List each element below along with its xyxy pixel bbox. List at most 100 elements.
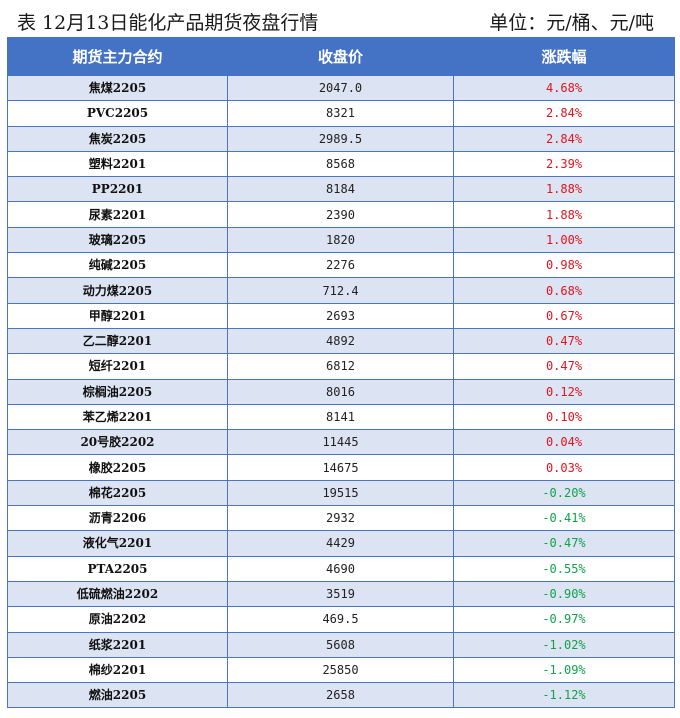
contract-name: 燃油2205: [7, 682, 228, 709]
contract-name: 沥青2206: [7, 505, 228, 532]
close-price: 2932: [227, 505, 454, 532]
change-percent: -0.97%: [453, 606, 675, 633]
close-price: 5608: [227, 631, 454, 658]
close-price: 2276: [227, 252, 454, 279]
close-price: 4690: [227, 555, 454, 582]
table-body: 焦煤2205 2047.0 4.68% PVC2205 8321 2.84% 焦炭2205 2…: [7, 74, 675, 709]
contract-name: 橡胶2205: [7, 454, 228, 481]
header-contract: 期货主力合约: [7, 37, 228, 76]
change-percent: 0.67%: [453, 302, 675, 329]
contract-name: 玻璃2205: [7, 226, 228, 254]
header-close-price: 收盘价: [227, 37, 454, 76]
change-percent: 0.68%: [453, 277, 675, 304]
change-percent: -0.41%: [453, 505, 675, 532]
contract-name: 棉花2205: [7, 479, 228, 507]
contract-name: PTA2205: [7, 555, 228, 582]
close-price: 2047.0: [227, 74, 454, 102]
close-price: 8321: [227, 100, 454, 127]
close-price: 1820: [227, 226, 454, 254]
contract-name: 动力煤2205: [7, 277, 228, 304]
contract-name: 纸浆2201: [7, 631, 228, 658]
table-row: 乙二醇2201 4892 0.47%: [7, 327, 675, 355]
contract-name: 低硫燃油2202: [7, 580, 228, 608]
contract-name: 尿素2201: [7, 201, 228, 228]
change-percent: 2.84%: [453, 125, 675, 152]
contract-name: 原油2202: [7, 606, 228, 633]
table-row: 焦炭2205 2989.5 2.84%: [7, 125, 675, 152]
change-percent: -1.09%: [453, 656, 675, 684]
table-row: 棕榈油2205 8016 0.12%: [7, 378, 675, 405]
close-price: 712.4: [227, 277, 454, 304]
change-percent: -0.90%: [453, 580, 675, 608]
contract-name: 液化气2201: [7, 530, 228, 557]
contract-name: 短纤2201: [7, 353, 228, 380]
change-percent: 0.98%: [453, 252, 675, 279]
close-price: 8184: [227, 176, 454, 203]
change-percent: -0.20%: [453, 479, 675, 507]
change-percent: 1.88%: [453, 201, 675, 228]
contract-name: 塑料2201: [7, 150, 228, 178]
table-row: 橡胶2205 14675 0.03%: [7, 454, 675, 481]
change-percent: 0.47%: [453, 327, 675, 355]
close-price: 11445: [227, 429, 454, 456]
change-percent: 0.04%: [453, 429, 675, 456]
close-price: 8141: [227, 403, 454, 431]
unit-label: 单位：元/桶、元/吨: [489, 12, 654, 34]
futures-table: 期货主力合约 收盘价 涨跌幅 焦煤2205 2047.0 4.68% PVC2205 8…: [7, 37, 675, 709]
contract-name: 棉纱2201: [7, 656, 228, 684]
close-price: 19515: [227, 479, 454, 507]
close-price: 8016: [227, 378, 454, 405]
change-percent: 2.39%: [453, 150, 675, 178]
change-percent: 2.84%: [453, 100, 675, 127]
table-row: 燃油2205 2658 -1.12%: [7, 682, 675, 709]
title-bar: 表 12月13日能化产品期货夜盘行情 单位：元/桶、元/吨: [0, 0, 680, 36]
table-row: PTA2205 4690 -0.55%: [7, 555, 675, 582]
close-price: 8568: [227, 150, 454, 178]
close-price: 4429: [227, 530, 454, 557]
table-row: 焦煤2205 2047.0 4.68%: [7, 74, 675, 102]
change-percent: -1.02%: [453, 631, 675, 658]
close-price: 14675: [227, 454, 454, 481]
contract-name: PVC2205: [7, 100, 228, 127]
table-row: 沥青2206 2932 -0.41%: [7, 505, 675, 532]
change-percent: 4.68%: [453, 74, 675, 102]
table-header: 期货主力合约 收盘价 涨跌幅: [7, 37, 675, 76]
contract-name: 甲醇2201: [7, 302, 228, 329]
table-row: PVC2205 8321 2.84%: [7, 100, 675, 127]
table-row: 棉纱2201 25850 -1.09%: [7, 656, 675, 684]
close-price: 2989.5: [227, 125, 454, 152]
table-row: 动力煤2205 712.4 0.68%: [7, 277, 675, 304]
contract-name: 20号胶2202: [7, 429, 228, 456]
change-percent: 1.88%: [453, 176, 675, 203]
close-price: 4892: [227, 327, 454, 355]
contract-name: 苯乙烯2201: [7, 403, 228, 431]
table-row: PP2201 8184 1.88%: [7, 176, 675, 203]
close-price: 6812: [227, 353, 454, 380]
table-row: 甲醇2201 2693 0.67%: [7, 302, 675, 329]
change-percent: 0.10%: [453, 403, 675, 431]
table-row: 低硫燃油2202 3519 -0.90%: [7, 580, 675, 608]
change-percent: 0.47%: [453, 353, 675, 380]
close-price: 25850: [227, 656, 454, 684]
table-title: 表 12月13日能化产品期货夜盘行情: [17, 12, 319, 34]
close-price: 469.5: [227, 606, 454, 633]
contract-name: 焦煤2205: [7, 74, 228, 102]
table-row: 原油2202 469.5 -0.97%: [7, 606, 675, 633]
header-change: 涨跌幅: [453, 37, 675, 76]
change-percent: -0.47%: [453, 530, 675, 557]
table-row: 纯碱2205 2276 0.98%: [7, 252, 675, 279]
contract-name: PP2201: [7, 176, 228, 203]
table-row: 玻璃2205 1820 1.00%: [7, 226, 675, 254]
close-price: 2693: [227, 302, 454, 329]
close-price: 2390: [227, 201, 454, 228]
contract-name: 焦炭2205: [7, 125, 228, 152]
table-row: 液化气2201 4429 -0.47%: [7, 530, 675, 557]
table-row: 棉花2205 19515 -0.20%: [7, 479, 675, 507]
table-row: 尿素2201 2390 1.88%: [7, 201, 675, 228]
table-row: 塑料2201 8568 2.39%: [7, 150, 675, 178]
close-price: 3519: [227, 580, 454, 608]
close-price: 2658: [227, 682, 454, 709]
change-percent: -1.12%: [453, 682, 675, 709]
table-row: 苯乙烯2201 8141 0.10%: [7, 403, 675, 431]
change-percent: 0.03%: [453, 454, 675, 481]
